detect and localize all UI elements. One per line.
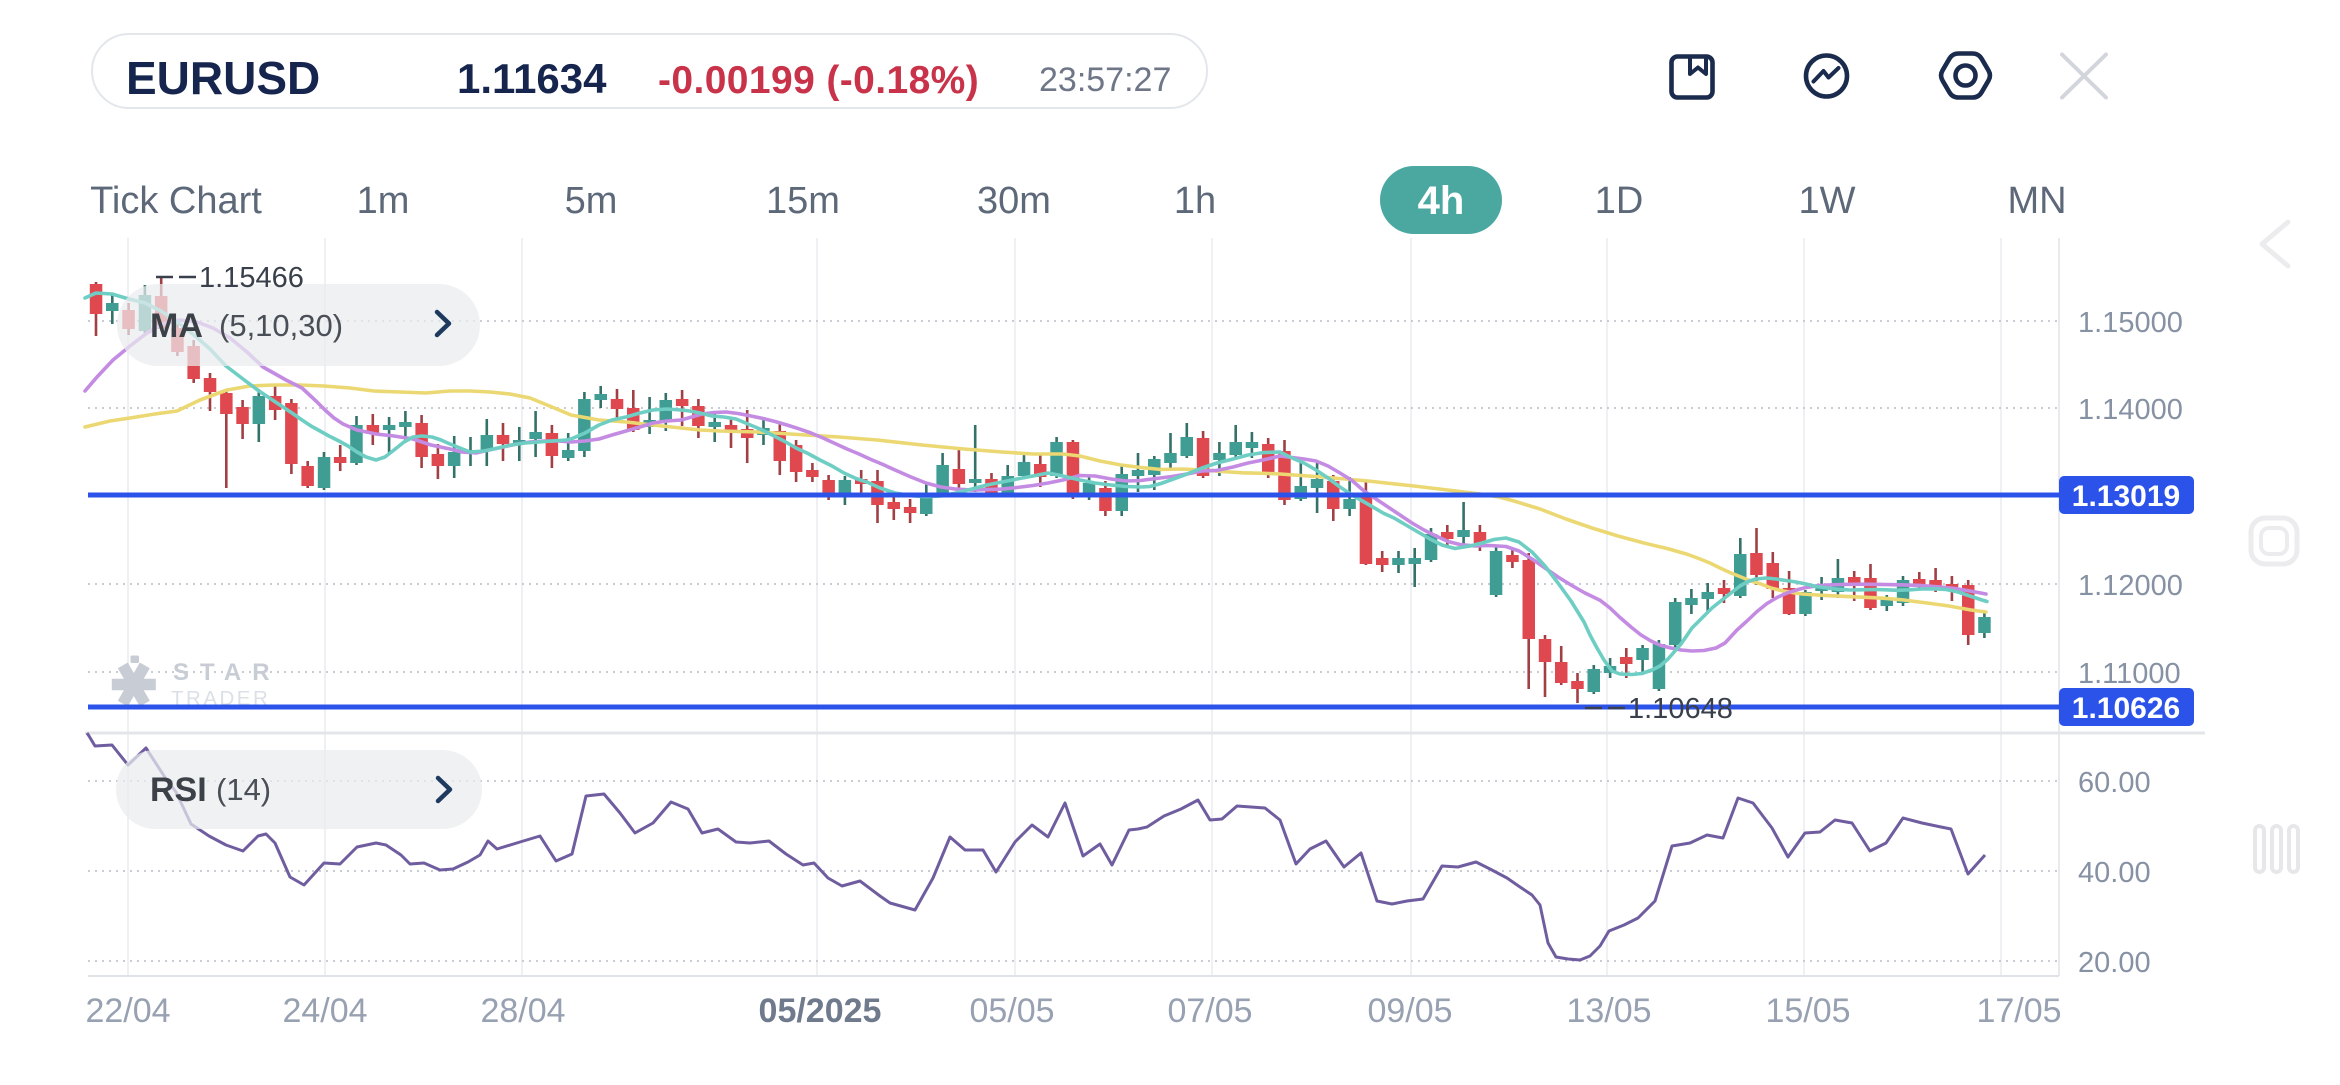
svg-text:1W: 1W [1799, 180, 1856, 222]
svg-text:15/05: 15/05 [1765, 992, 1850, 1030]
svg-text:22/04: 22/04 [85, 992, 170, 1030]
svg-text:MN: MN [2007, 180, 2066, 222]
svg-text:28/04: 28/04 [480, 992, 565, 1030]
svg-text:05/2025: 05/2025 [759, 992, 882, 1030]
svg-text:1m: 1m [357, 180, 410, 222]
svg-text:TRADER: TRADER [171, 687, 270, 710]
svg-text:1.14000: 1.14000 [2078, 394, 2183, 426]
svg-text:1.15466: 1.15466 [199, 262, 304, 294]
svg-text:40.00: 40.00 [2078, 857, 2151, 889]
svg-text:05/05: 05/05 [969, 992, 1054, 1030]
svg-text:1.15000: 1.15000 [2078, 307, 2183, 339]
svg-text:1.12000: 1.12000 [2078, 570, 2183, 602]
svg-text:07/05: 07/05 [1167, 992, 1252, 1030]
svg-text:MA: MA [150, 307, 203, 345]
svg-text:5m: 5m [565, 180, 618, 222]
svg-text:1.13019: 1.13019 [2072, 480, 2180, 513]
svg-text:1.10626: 1.10626 [2072, 692, 2180, 725]
svg-text:13/05: 13/05 [1566, 992, 1651, 1030]
svg-text:09/05: 09/05 [1367, 992, 1452, 1030]
svg-text:(5,10,30): (5,10,30) [219, 308, 343, 343]
svg-text:EURUSD: EURUSD [126, 52, 320, 104]
svg-text:1D: 1D [1595, 180, 1644, 222]
svg-text:(14): (14) [216, 772, 271, 807]
svg-text:24/04: 24/04 [282, 992, 367, 1030]
svg-text:RSI: RSI [150, 771, 207, 809]
svg-text:1.10648: 1.10648 [1628, 693, 1733, 725]
svg-text:20.00: 20.00 [2078, 947, 2151, 979]
svg-text:60.00: 60.00 [2078, 767, 2151, 799]
svg-text:23:57:27: 23:57:27 [1039, 61, 1171, 99]
svg-text:30m: 30m [977, 180, 1051, 222]
svg-text:-0.00199 (-0.18%): -0.00199 (-0.18%) [658, 59, 979, 102]
svg-text:Tick Chart: Tick Chart [90, 180, 262, 222]
svg-text:1.11000: 1.11000 [2078, 658, 2181, 690]
svg-text:1.11634: 1.11634 [457, 55, 607, 102]
svg-text:17/05: 17/05 [1976, 992, 2061, 1030]
svg-text:4h: 4h [1418, 179, 1465, 223]
svg-text:15m: 15m [766, 180, 840, 222]
svg-text:1h: 1h [1174, 180, 1216, 222]
